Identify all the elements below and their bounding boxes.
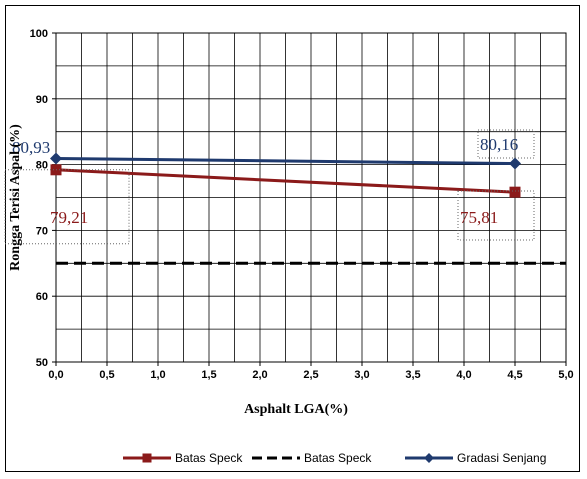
legend-marker xyxy=(424,453,434,463)
data-point xyxy=(509,186,521,198)
grid xyxy=(55,32,567,363)
label-callout-box xyxy=(477,129,535,159)
data-point xyxy=(509,157,521,170)
x-tick-label: 0,0 xyxy=(48,369,63,381)
data-labels: 79,21 75,81 80,93 80,16 xyxy=(4,129,535,245)
legend-label: Batas Speck xyxy=(175,451,243,465)
data-label: 79,21 xyxy=(50,208,88,227)
series-layer xyxy=(50,152,566,265)
x-tick-label: 3,5 xyxy=(405,369,420,381)
x-tick-label: 2,5 xyxy=(303,369,318,381)
x-axis-title: Asphalt LGA(%) xyxy=(244,402,348,417)
label-callout-box xyxy=(457,190,535,241)
legend-marker xyxy=(142,453,152,463)
data-point xyxy=(50,152,62,165)
x-tick-label: 5,0 xyxy=(558,369,573,381)
x-tick-label: 1,5 xyxy=(201,369,216,381)
series-line xyxy=(55,156,516,166)
data-label: 80,16 xyxy=(480,135,518,154)
data-label: 80,93 xyxy=(12,138,50,157)
data-label: 75,81 xyxy=(460,208,498,227)
x-tick-label: 3,0 xyxy=(354,369,369,381)
legend: Batas Speck Batas Speck Gradasi Senjang xyxy=(123,451,546,465)
y-tick-label: 60 xyxy=(36,291,48,303)
y-axis-title: Rongga Terisi Aspal (%) xyxy=(8,124,23,271)
series-line xyxy=(55,168,516,194)
legend-label: Batas Speck xyxy=(304,451,372,465)
y-tick-label: 50 xyxy=(36,357,48,369)
y-tick-label: 100 xyxy=(30,28,48,40)
x-tick-label: 1,0 xyxy=(150,369,165,381)
axes: 0,0 0,5 1,0 1,5 2,0 2,5 3,0 3,5 4,0 4,5 5,0 50 60 70 8… xyxy=(30,28,574,381)
y-tick-label: 80 xyxy=(36,160,48,172)
y-tick-label: 70 xyxy=(36,225,48,237)
x-tick-label: 2,0 xyxy=(252,369,267,381)
y-tick-label: 90 xyxy=(36,94,48,106)
x-tick-label: 0,5 xyxy=(99,369,114,381)
legend-label: Gradasi Senjang xyxy=(457,451,546,465)
x-tick-label: 4,0 xyxy=(456,369,471,381)
x-tick-label: 4,5 xyxy=(507,369,522,381)
